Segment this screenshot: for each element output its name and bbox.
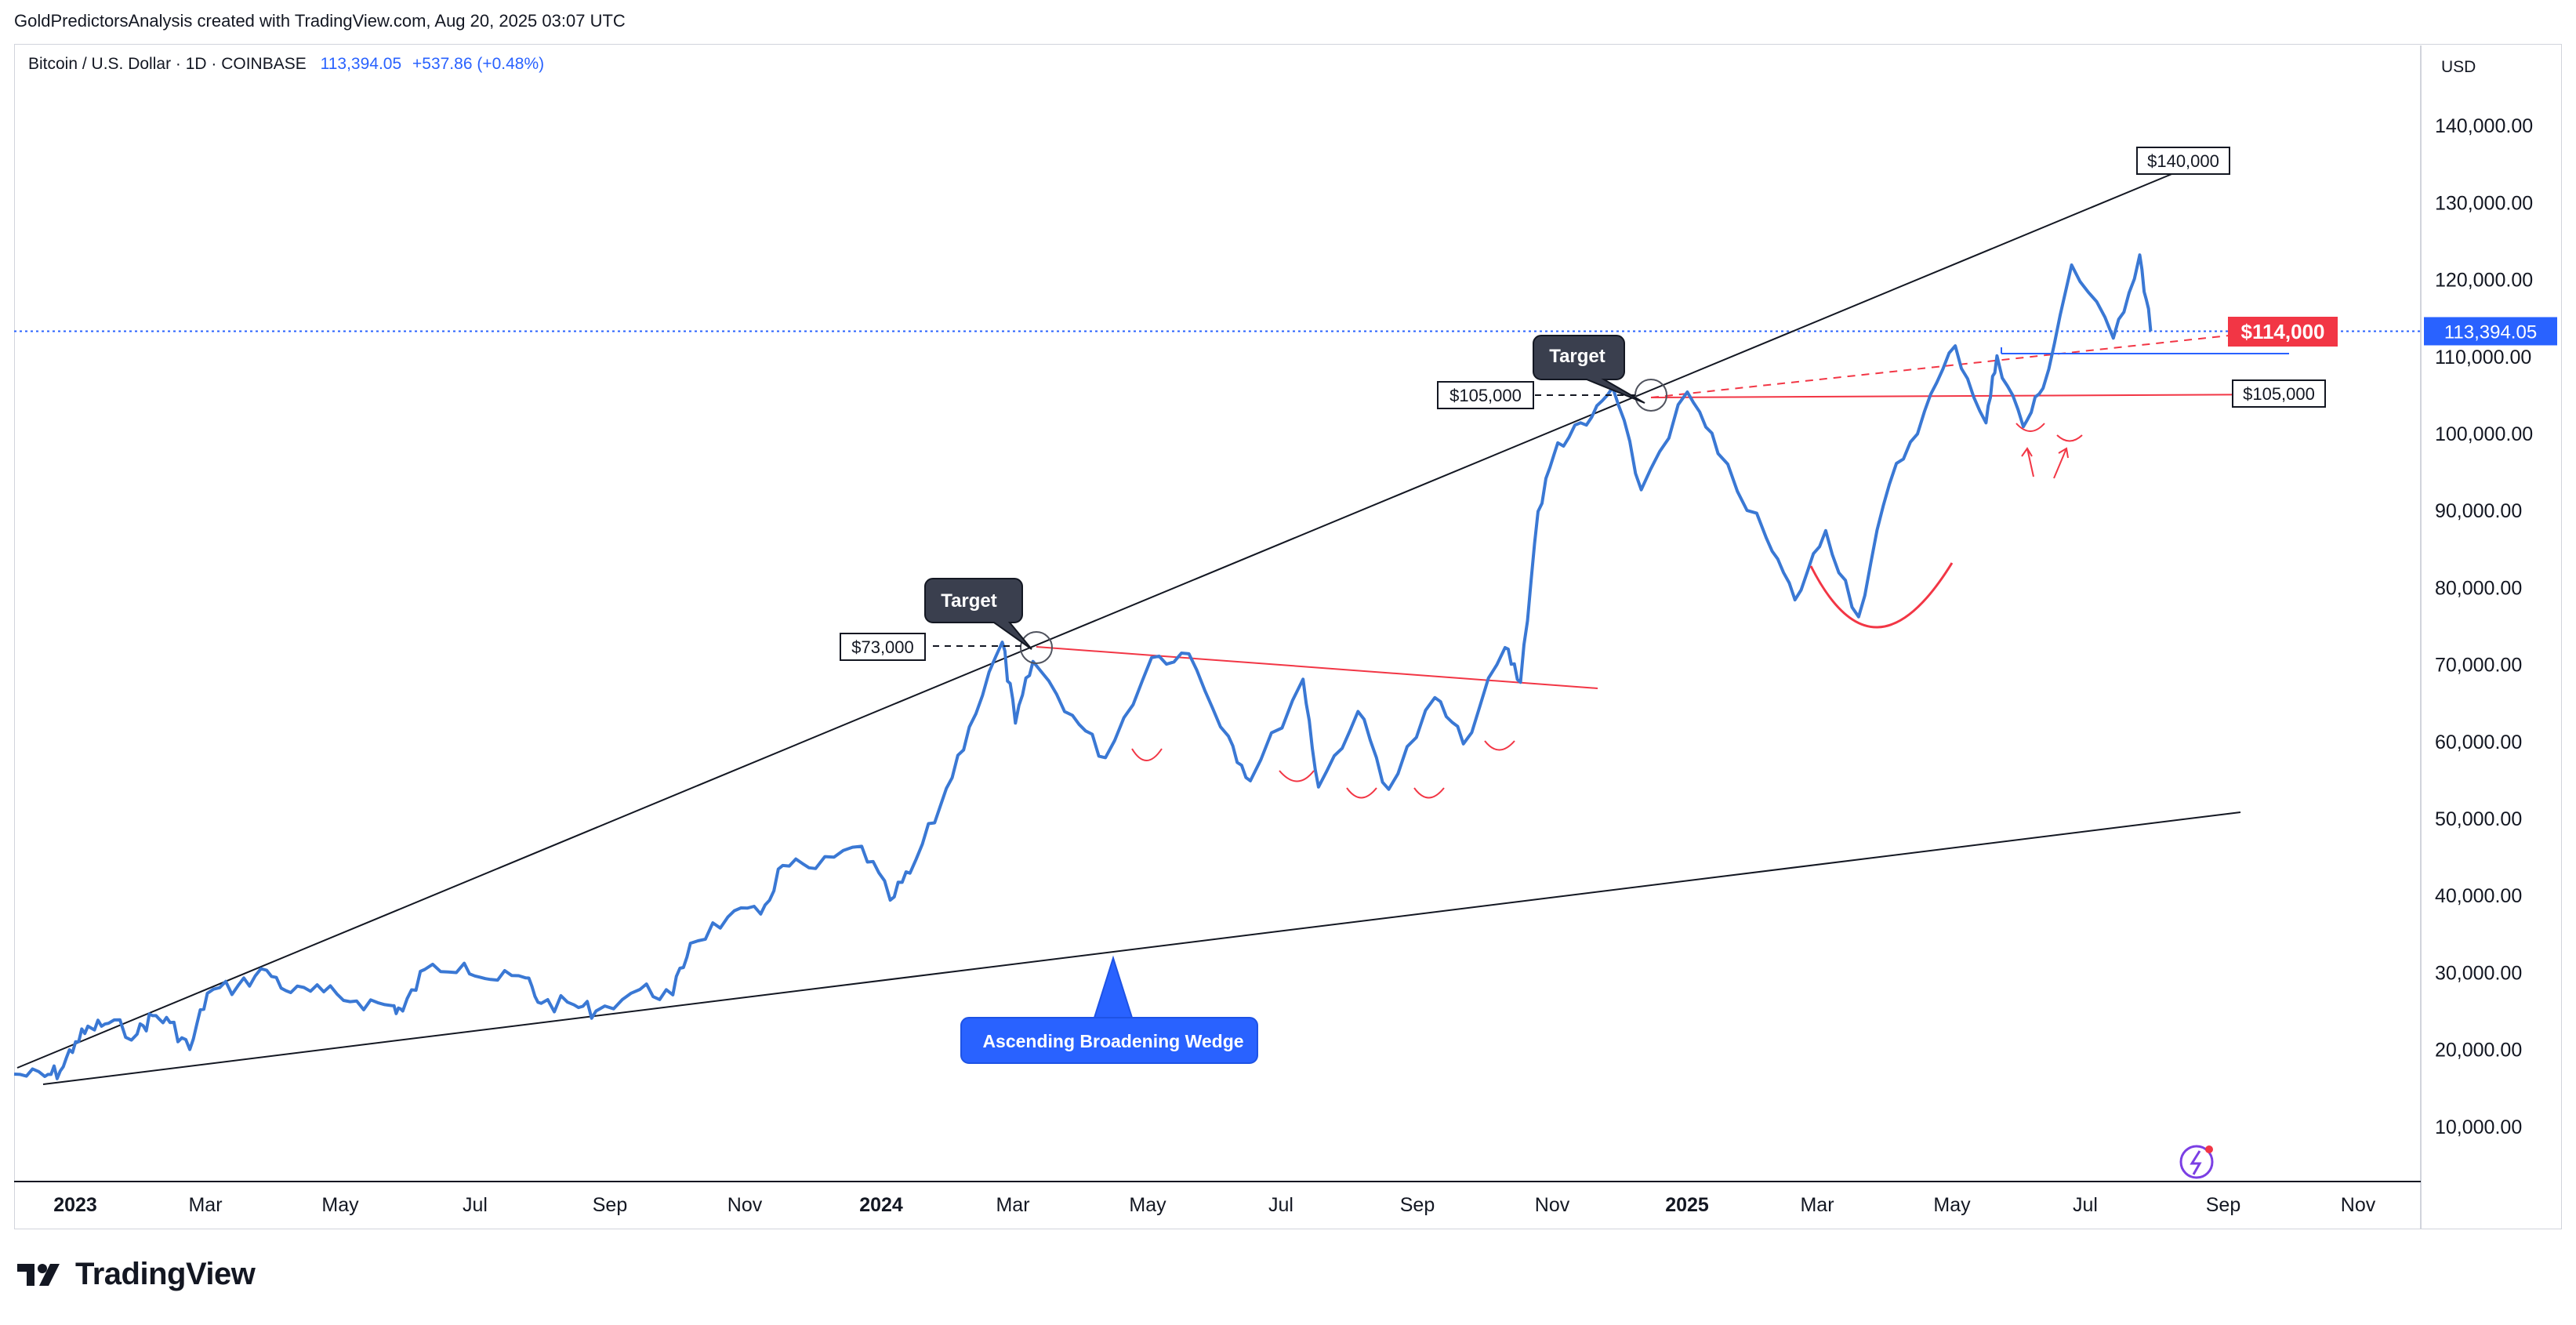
y-tick-label: 130,000.00 — [2435, 192, 2533, 214]
x-tick-label: May — [1933, 1194, 1971, 1216]
symbol-legend[interactable]: Bitcoin / U.S. Dollar · 1D · COINBASE 11… — [28, 55, 544, 74]
y-tick-label: 70,000.00 — [2435, 655, 2522, 677]
wedge-label: Ascending Broadening Wedge — [982, 1031, 1243, 1051]
bottom-arc-1 — [1131, 748, 1163, 761]
y-tick-label: 80,000.00 — [2435, 577, 2522, 599]
price-140k-label: $140,000 — [2147, 151, 2219, 171]
y-tick-label: 120,000.00 — [2435, 270, 2533, 292]
price-105k-right-label: $105,000 — [2243, 384, 2315, 404]
legend-change: +537.86 (+0.48%) — [412, 55, 545, 73]
arrow-up-right-icon — [2053, 447, 2069, 479]
sparkle-icon[interactable] — [2179, 1145, 2214, 1179]
x-tick-label: Mar — [996, 1194, 1029, 1216]
price-axis[interactable]: 140,000.00 130,000.00 120,000.00 110,000.00… — [2435, 115, 2533, 1138]
target-label-1: Target — [941, 590, 997, 612]
currency-label[interactable]: USD — [2441, 58, 2476, 76]
x-tick-label: Jul — [2073, 1194, 2098, 1216]
wedge-lower-trendline[interactable] — [42, 811, 2241, 1085]
x-tick-label: 2025 — [1665, 1194, 1709, 1216]
y-tick-label: 30,000.00 — [2435, 962, 2522, 984]
x-tick-label: Mar — [1800, 1194, 1834, 1216]
bottom-arc-3 — [1346, 787, 1377, 799]
target-callout-1[interactable]: Target — [924, 578, 1032, 650]
y-tick-label: 40,000.00 — [2435, 885, 2522, 907]
time-axis[interactable]: 2023 Mar May Jul Sep Nov 2024 Mar May Jul Sep Nov 20… — [53, 1194, 2376, 1216]
tradingview-logo-icon — [17, 1263, 60, 1286]
y-tick-label: 20,000.00 — [2435, 1040, 2522, 1062]
x-tick-label: 2024 — [859, 1194, 903, 1216]
price-114k-label: $114,000 — [2240, 320, 2324, 343]
chart-frame — [14, 44, 2562, 1229]
wedge-upper-trendline[interactable] — [16, 170, 2180, 1069]
tradingview-brand: TradingView — [75, 1257, 256, 1291]
price-line-series[interactable] — [13, 253, 2153, 1080]
resistance-105k-line[interactable] — [1650, 394, 2290, 398]
x-tick-label: May — [321, 1194, 359, 1216]
price-box-105k-right[interactable]: $105,000 — [2232, 379, 2326, 408]
target-callout-2[interactable]: Target — [1533, 335, 1645, 404]
bottom-arc-4 — [1413, 787, 1445, 799]
attribution: GoldPredictorsAnalysis created with Trad… — [14, 11, 626, 31]
y-tick-label: 60,000.00 — [2435, 731, 2522, 753]
cup-bottom-arc — [1809, 562, 1954, 629]
x-tick-label: 2023 — [53, 1194, 97, 1216]
bottom-arc-5 — [1484, 740, 1515, 751]
x-tick-label: Mar — [188, 1194, 222, 1216]
symbol-title: Bitcoin / U.S. Dollar · 1D · COINBASE — [28, 55, 307, 73]
price-box-105k-left[interactable]: $105,000 — [1437, 381, 1534, 409]
bottom-arc-2 — [1279, 770, 1315, 782]
wedge-callout[interactable]: Ascending Broadening Wedge — [960, 955, 1258, 1064]
arrow-up-icon — [2021, 447, 2034, 477]
target-label-2: Target — [1549, 346, 1605, 367]
price-105k-left-label: $105,000 — [1449, 386, 1522, 405]
y-tick-label: 140,000.00 — [2435, 115, 2533, 137]
target-circle-1[interactable] — [1020, 631, 1053, 664]
price-box-73k[interactable]: $73,000 — [840, 633, 926, 661]
x-tick-label: Nov — [2341, 1194, 2376, 1216]
handle-arc-1 — [2015, 423, 2045, 432]
y-tick-label: 110,000.00 — [2435, 347, 2531, 368]
x-tick-label: Nov — [727, 1194, 763, 1216]
y-tick-label: 50,000.00 — [2435, 808, 2522, 830]
x-tick-label: Sep — [593, 1194, 627, 1216]
legend-price: 113,394.05 — [320, 55, 402, 73]
x-tick-label: May — [1129, 1194, 1166, 1216]
x-tick-label: Nov — [1535, 1194, 1570, 1216]
resistance-73k-line[interactable] — [1036, 646, 1598, 689]
current-price-axis-label: 113,394.05 — [2424, 317, 2557, 346]
y-tick-label: 90,000.00 — [2435, 500, 2522, 522]
x-tick-label: Sep — [1400, 1194, 1435, 1216]
price-73k-label: $73,000 — [851, 637, 914, 657]
handle-arc-2 — [2056, 434, 2083, 442]
price-box-114k[interactable]: $114,000 — [2228, 317, 2338, 347]
x-tick-label: Sep — [2206, 1194, 2240, 1216]
x-tick-label: Jul — [463, 1194, 488, 1216]
tradingview-logo[interactable]: TradingView — [16, 1257, 256, 1292]
y-tick-label: 100,000.00 — [2435, 423, 2533, 445]
price-box-140k[interactable]: $140,000 — [2136, 147, 2230, 175]
y-tick-label: 10,000.00 — [2435, 1116, 2522, 1138]
x-tick-label: Jul — [1268, 1194, 1293, 1216]
svg-text:113,394.05: 113,394.05 — [2444, 321, 2537, 343]
